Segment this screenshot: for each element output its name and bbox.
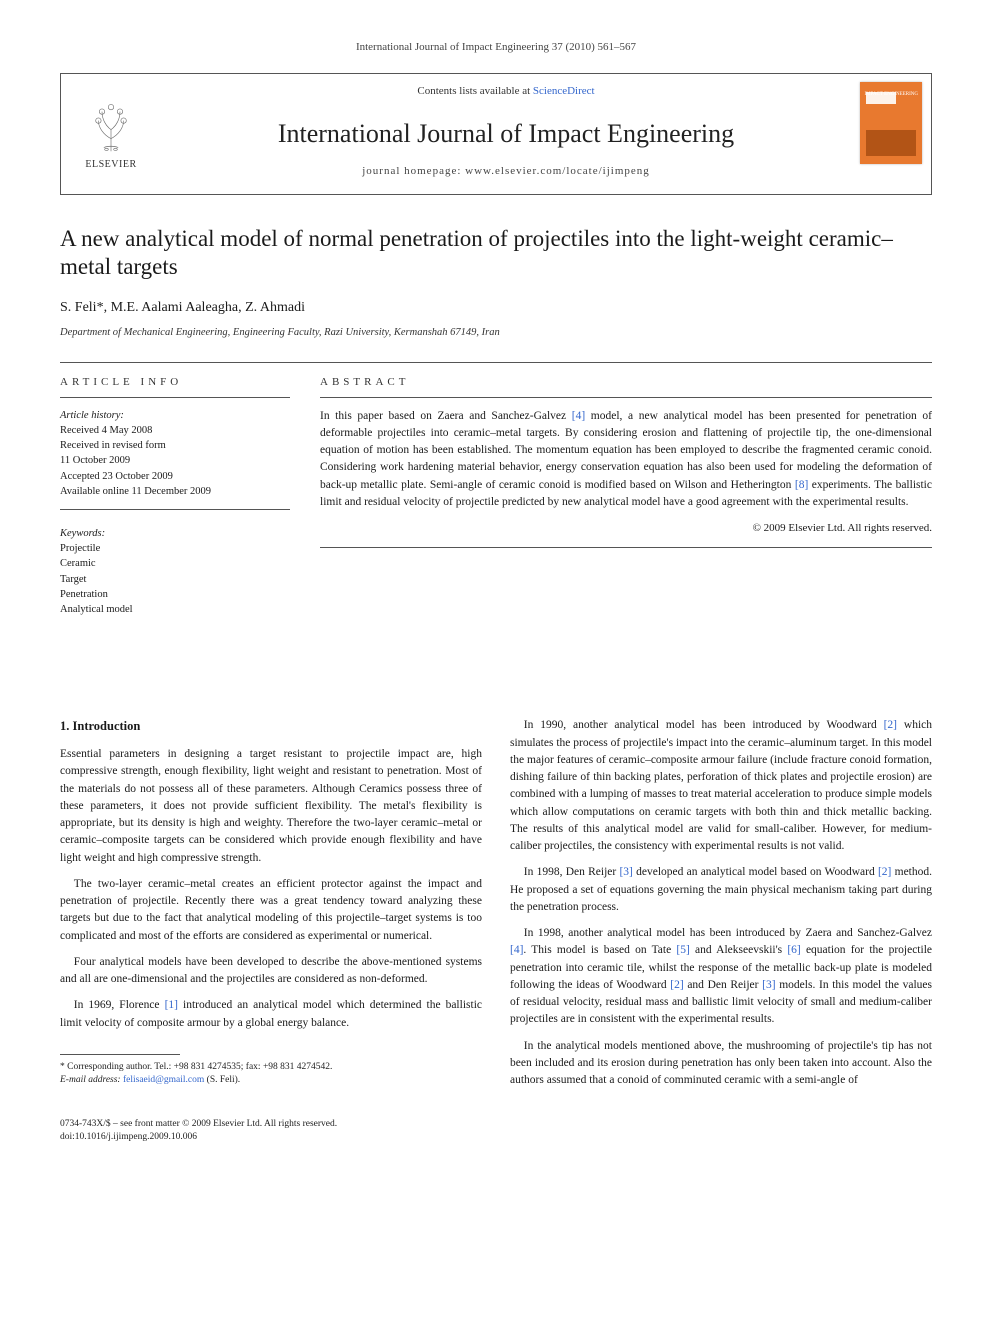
body-frag: In 1998, another analytical model has be… <box>524 927 932 939</box>
body-paragraph: In 1969, Florence [1] introduced an anal… <box>60 997 482 1032</box>
footnote-email-line: E-mail address: felisaeid@gmail.com (S. … <box>60 1074 482 1087</box>
body-paragraph: In the analytical models mentioned above… <box>510 1038 932 1090</box>
article-info-column: ARTICLE INFO Article history: Received 4… <box>60 363 290 617</box>
ref-link-2[interactable]: [2] <box>884 719 897 731</box>
ref-link-2[interactable]: [2] <box>670 979 683 991</box>
ref-link-4[interactable]: [4] <box>572 410 585 422</box>
body-frag: In 1990, another analytical model has be… <box>524 719 884 731</box>
footer-front-matter: 0734-743X/$ – see front matter © 2009 El… <box>60 1118 932 1131</box>
corresponding-author-footnote: * Corresponding author. Tel.: +98 831 42… <box>60 1061 482 1087</box>
abs-frag: In this paper based on Zaera and Sanchez… <box>320 410 572 422</box>
footnote-separator <box>60 1054 180 1055</box>
body-frag: In 1998, Den Reijer <box>524 866 620 878</box>
body-paragraph: In 1998, another analytical model has be… <box>510 925 932 1029</box>
elsevier-logo: ELSEVIER <box>61 74 161 193</box>
body-frag: . This model is based on Tate <box>523 944 676 956</box>
abstract-label: ABSTRACT <box>320 375 932 397</box>
history-online: Available online 11 December 2009 <box>60 484 290 499</box>
history-accepted: Accepted 23 October 2009 <box>60 469 290 484</box>
affiliation: Department of Mechanical Engineering, En… <box>60 326 932 341</box>
history-revised-2: 11 October 2009 <box>60 453 290 468</box>
body-paragraph: In 1998, Den Reijer [3] developed an ana… <box>510 864 932 916</box>
elsevier-tree-icon <box>81 96 141 156</box>
homepage-prefix: journal homepage: <box>362 165 465 177</box>
body-frag: developed an analytical model based on W… <box>633 866 878 878</box>
page-footer: 0734-743X/$ – see front matter © 2009 El… <box>60 1118 932 1144</box>
ref-link-3[interactable]: [3] <box>762 979 775 991</box>
section-heading-introduction: 1. Introduction <box>60 717 482 736</box>
keywords-heading: Keywords: <box>60 526 290 541</box>
article-title: A new analytical model of normal penetra… <box>60 225 932 283</box>
ref-link-1[interactable]: [1] <box>165 999 178 1011</box>
keyword: Projectile <box>60 541 290 556</box>
body-two-column: 1. Introduction Essential parameters in … <box>60 717 932 1092</box>
journal-header-box: ELSEVIER Contents lists available at Sci… <box>60 73 932 194</box>
keywords-block: Keywords: Projectile Ceramic Target Pene… <box>60 526 290 617</box>
cover-label: IMPACT ENGINEERING <box>865 92 918 98</box>
ref-link-5[interactable]: [5] <box>676 944 689 956</box>
footer-doi: doi:10.1016/j.ijimpeng.2009.10.006 <box>60 1131 932 1144</box>
ref-link-8[interactable]: [8] <box>795 479 808 491</box>
journal-title: International Journal of Impact Engineer… <box>169 116 843 152</box>
rule-abs-bottom <box>320 547 932 548</box>
ref-link-3[interactable]: [3] <box>619 866 632 878</box>
running-header: International Journal of Impact Engineer… <box>60 40 932 55</box>
email-label: E-mail address: <box>60 1075 123 1085</box>
abstract-copyright: © 2009 Elsevier Ltd. All rights reserved… <box>320 521 932 536</box>
ref-link-6[interactable]: [6] <box>787 944 800 956</box>
journal-cover-thumb: IMPACT ENGINEERING <box>851 74 931 193</box>
body-paragraph: Four analytical models have been develop… <box>60 954 482 989</box>
history-received: Received 4 May 2008 <box>60 423 290 438</box>
contents-available-line: Contents lists available at ScienceDirec… <box>169 84 843 99</box>
author-list: S. Feli*, M.E. Aalami Aaleagha, Z. Ahmad… <box>60 298 932 318</box>
elsevier-wordmark: ELSEVIER <box>85 158 136 172</box>
homepage-url: www.elsevier.com/locate/ijimpeng <box>465 165 650 177</box>
email-link[interactable]: felisaeid@gmail.com <box>123 1075 204 1085</box>
body-paragraph: Essential parameters in designing a targ… <box>60 746 482 867</box>
body-frag: which simulates the process of projectil… <box>510 719 932 852</box>
info-abstract-row: ARTICLE INFO Article history: Received 4… <box>60 363 932 617</box>
journal-header-center: Contents lists available at ScienceDirec… <box>161 74 851 193</box>
body-frag: and Den Reijer <box>684 979 763 991</box>
article-history: Article history: Received 4 May 2008 Rec… <box>60 408 290 510</box>
article-info-label: ARTICLE INFO <box>60 375 290 397</box>
ref-link-2[interactable]: [2] <box>878 866 891 878</box>
keyword: Analytical model <box>60 602 290 617</box>
journal-homepage-line: journal homepage: www.elsevier.com/locat… <box>169 164 843 179</box>
history-revised-1: Received in revised form <box>60 438 290 453</box>
abstract-column: ABSTRACT In this paper based on Zaera an… <box>320 363 932 617</box>
cover-image: IMPACT ENGINEERING <box>860 82 922 164</box>
email-suffix: (S. Feli). <box>204 1075 240 1085</box>
body-frag: and Alekseevskii's <box>690 944 788 956</box>
contents-prefix: Contents lists available at <box>417 85 532 97</box>
body-paragraph: In 1990, another analytical model has be… <box>510 717 932 855</box>
keyword: Ceramic <box>60 556 290 571</box>
history-heading: Article history: <box>60 408 290 423</box>
sciencedirect-link[interactable]: ScienceDirect <box>533 85 595 97</box>
ref-link-4[interactable]: [4] <box>510 944 523 956</box>
body-paragraph: The two-layer ceramic–metal creates an e… <box>60 876 482 945</box>
keyword: Penetration <box>60 587 290 602</box>
abstract-text: In this paper based on Zaera and Sanchez… <box>320 408 932 512</box>
footnote-line: * Corresponding author. Tel.: +98 831 42… <box>60 1061 482 1074</box>
keyword: Target <box>60 572 290 587</box>
body-frag: In 1969, Florence <box>74 999 165 1011</box>
